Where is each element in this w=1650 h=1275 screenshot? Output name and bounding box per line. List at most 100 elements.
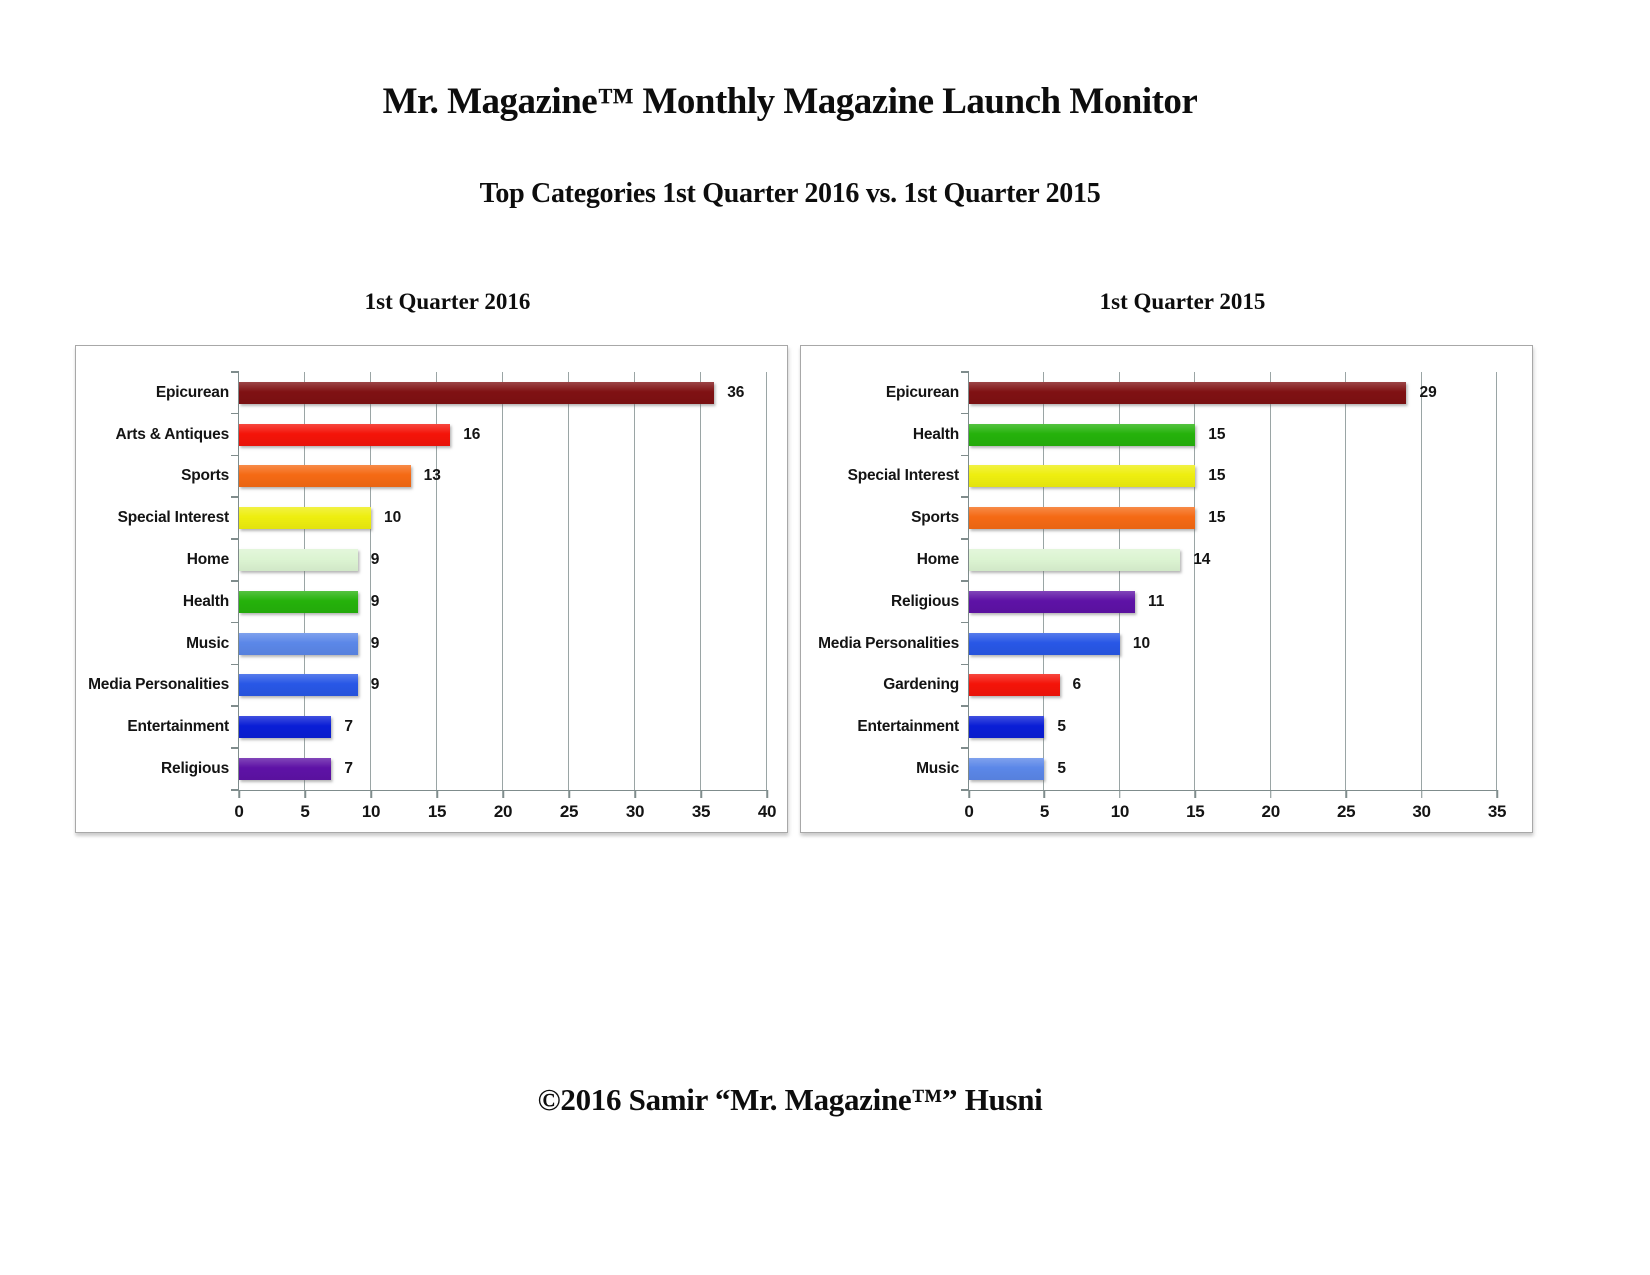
bar-row: Special Interest 10: [118, 497, 767, 539]
bar: [969, 507, 1196, 530]
x-axis-tick: [370, 790, 372, 798]
bar-row: Sports 15: [911, 497, 1497, 539]
category-axis-tick: [961, 663, 969, 666]
bar-value-label: 9: [370, 551, 380, 569]
bar-row: Music 9: [186, 623, 767, 665]
category-axis-tick: [231, 705, 239, 707]
gridline: [436, 372, 437, 790]
plot-area-2015: 0 5 10 15 20 25 30 35 Epicurean 29 Health 15 Special…: [818, 371, 1506, 821]
bar: [239, 549, 358, 572]
bar: [969, 465, 1196, 488]
bar: [969, 423, 1196, 446]
bar-row: Health 9: [183, 581, 767, 623]
category-axis-tick: [231, 621, 239, 624]
category-label: Entertainment: [127, 718, 229, 736]
category-axis-tick: [961, 580, 969, 582]
category-label: Music: [916, 760, 959, 778]
category-label: Sports: [911, 509, 959, 527]
page-subtitle: Top Categories 1st Quarter 2016 vs. 1st …: [479, 178, 1101, 209]
bar-row: Home 14: [917, 539, 1497, 581]
x-axis-tick-label: 0: [234, 802, 244, 821]
bar-row: Religious 7: [161, 748, 767, 790]
bar-value-label: 5: [1057, 760, 1067, 778]
bar: [239, 381, 715, 404]
bar-value-label: 9: [370, 634, 380, 652]
x-axis-tick-label: 20: [1261, 802, 1281, 821]
bar-row: Health 15: [913, 414, 1497, 456]
gridline: [1345, 372, 1347, 790]
x-axis-tick: [238, 790, 240, 798]
category-label: Special Interest: [847, 467, 960, 485]
bar-value-label: 10: [1132, 634, 1151, 652]
category-label: Media Personalities: [88, 676, 229, 694]
category-axis-tick: [231, 371, 239, 373]
bar-row: Gardening 6: [883, 665, 1497, 707]
gridline: [568, 372, 569, 790]
bar-row: Arts & Antiques 16: [115, 414, 767, 456]
category-axis-tick: [961, 412, 969, 415]
bar-value-label: 15: [1208, 509, 1226, 527]
bar-row: Sports 13: [181, 456, 767, 498]
page-title: Mr. Magazine™ Monthly Magazine Launch Mo…: [382, 81, 1198, 122]
gridline: [1043, 372, 1045, 790]
bar: [969, 590, 1135, 613]
x-axis-tick-label: 10: [1110, 802, 1130, 821]
category-axis-tick: [231, 454, 239, 457]
category-axis-tick: [231, 496, 239, 498]
category-axis-tick: [231, 663, 239, 666]
x-axis-tick: [1043, 790, 1046, 798]
chart-panel-2016: 0 5 10 15 20 25 30 35 40 Epicurean 36 Arts & Antiqu…: [75, 345, 788, 833]
gridline: [1420, 372, 1422, 790]
category-label: Epicurean: [155, 383, 229, 401]
x-axis-tick: [1496, 790, 1498, 798]
category-axis-tick: [961, 621, 969, 624]
category-label: Gardening: [883, 676, 959, 694]
category-label: Entertainment: [857, 718, 959, 736]
bar-row: Music 5: [916, 748, 1497, 790]
bar-value-label: 15: [1208, 467, 1226, 485]
gridline: [1269, 372, 1271, 790]
gridline: [1194, 372, 1196, 790]
x-axis-tick: [568, 790, 570, 798]
category-label: Special Interest: [117, 509, 230, 527]
bar-value-label: 9: [370, 676, 380, 694]
x-axis-tick-label: 35: [691, 802, 711, 821]
category-label: Music: [186, 634, 229, 652]
gridline: [370, 372, 371, 790]
bar-value-label: 15: [1208, 425, 1226, 443]
bar-value-label: 16: [463, 425, 481, 443]
x-axis-tick: [1345, 790, 1347, 798]
bar-row: Special Interest 15: [848, 456, 1497, 498]
x-axis-tick-label: 5: [300, 802, 310, 821]
x-axis-tick: [766, 790, 768, 798]
bar-row: Media Personalities 9: [88, 665, 767, 707]
category-axis-tick: [961, 538, 969, 540]
category-axis-tick: [961, 496, 969, 498]
category-label: Arts & Antiques: [115, 425, 229, 443]
bar: [239, 465, 411, 488]
x-axis-tick: [700, 790, 702, 798]
category-label: Sports: [181, 467, 229, 485]
category-label: Home: [186, 551, 229, 569]
bar: [239, 674, 358, 697]
x-axis-tick-label: 15: [1186, 802, 1205, 821]
x-axis-tick: [968, 790, 970, 798]
x-axis-tick-label: 35: [1487, 802, 1507, 821]
bar: [969, 758, 1045, 781]
bar: [969, 674, 1060, 697]
bar-value-label: 6: [1072, 676, 1082, 694]
x-axis-tick-label: 25: [1336, 802, 1356, 821]
gridline: [634, 372, 635, 790]
bar-value-label: 36: [727, 383, 745, 401]
category-axis-tick: [961, 705, 969, 707]
bar: [239, 423, 451, 446]
category-label: Epicurean: [885, 383, 959, 401]
x-axis-tick-label: 0: [964, 802, 974, 821]
chart-title-2015: 1st Quarter 2015: [1099, 289, 1266, 314]
gridline: [502, 372, 503, 790]
x-axis-tick: [436, 790, 438, 798]
bar-row: Media Personalities 10: [818, 623, 1497, 665]
bar-row: Home 9: [187, 539, 767, 581]
category-axis-tick: [231, 538, 239, 540]
